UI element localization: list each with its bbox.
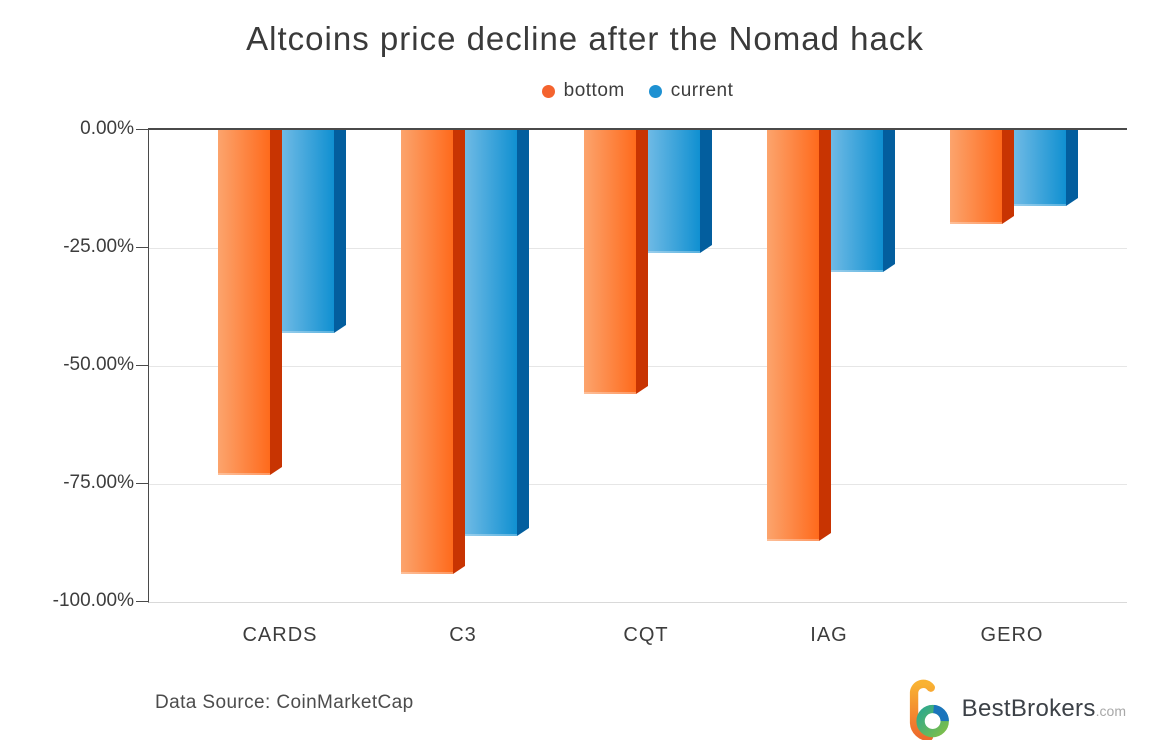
plot-area: [148, 128, 1127, 603]
y-axis-label-0: 0.00%: [80, 118, 134, 139]
legend-label-bottom: bottom: [563, 80, 625, 101]
bar-side-bottom-CQT: [636, 130, 648, 394]
bar-bottom-GERO: [950, 130, 1002, 224]
y-tick--100: [136, 601, 148, 602]
x-label-CQT: CQT: [623, 624, 669, 646]
y-tick-0: [136, 129, 148, 130]
y-axis-label--50: -50.00%: [63, 354, 134, 375]
y-axis-label--100: -100.00%: [52, 590, 134, 611]
x-label-GERO: GERO: [980, 624, 1044, 646]
x-label-C3: C3: [449, 624, 477, 646]
y-axis-label--75: -75.00%: [63, 472, 134, 493]
y-tick--25: [136, 247, 148, 248]
y-tick--50: [136, 365, 148, 366]
y-axis-label--25: -25.00%: [63, 236, 134, 257]
gridline--75: [149, 484, 1127, 485]
bar-current-IAG: [831, 130, 883, 272]
x-label-CARDS: CARDS: [242, 624, 318, 646]
bar-current-CARDS: [282, 130, 334, 333]
legend-label-current: current: [670, 80, 734, 101]
legend-item-bottom: bottom: [541, 80, 625, 102]
chart-title: Altcoins price decline after the Nomad h…: [246, 20, 924, 57]
brand-tld: .com: [1095, 703, 1126, 719]
bar-current-GERO: [1014, 130, 1066, 206]
bar-bottom-IAG: [767, 130, 819, 541]
bar-side-bottom-IAG: [819, 130, 831, 541]
x-label-IAG: IAG: [810, 624, 848, 646]
bar-current-CQT: [648, 130, 700, 253]
y-axis: 0.00% -25.00% -50.00% -75.00% -100.00%: [0, 0, 148, 751]
y-tick--75: [136, 483, 148, 484]
brand-name: BestBrokers: [961, 695, 1096, 722]
brand-logo: BestBrokers.com: [902, 678, 1126, 740]
legend: bottom current: [148, 79, 1127, 103]
bar-side-bottom-GERO: [1002, 130, 1014, 224]
bar-side-current-IAG: [883, 130, 895, 272]
data-source-note: Data Source: CoinMarketCap: [155, 692, 414, 713]
bar-current-C3: [465, 130, 517, 536]
bar-side-current-C3: [517, 130, 529, 536]
bar-side-current-CQT: [700, 130, 712, 253]
bar-side-bottom-CARDS: [270, 130, 282, 475]
bar-side-current-GERO: [1066, 130, 1078, 206]
legend-dot-bottom-icon: [541, 84, 555, 98]
bar-bottom-C3: [401, 130, 453, 574]
bar-side-current-CARDS: [334, 130, 346, 333]
bestbrokers-b-icon: [909, 679, 949, 740]
bar-side-bottom-C3: [453, 130, 465, 574]
bar-bottom-CARDS: [218, 130, 270, 475]
legend-dot-current-icon: [648, 84, 662, 98]
bar-bottom-CQT: [584, 130, 636, 394]
legend-item-current: current: [648, 80, 734, 102]
